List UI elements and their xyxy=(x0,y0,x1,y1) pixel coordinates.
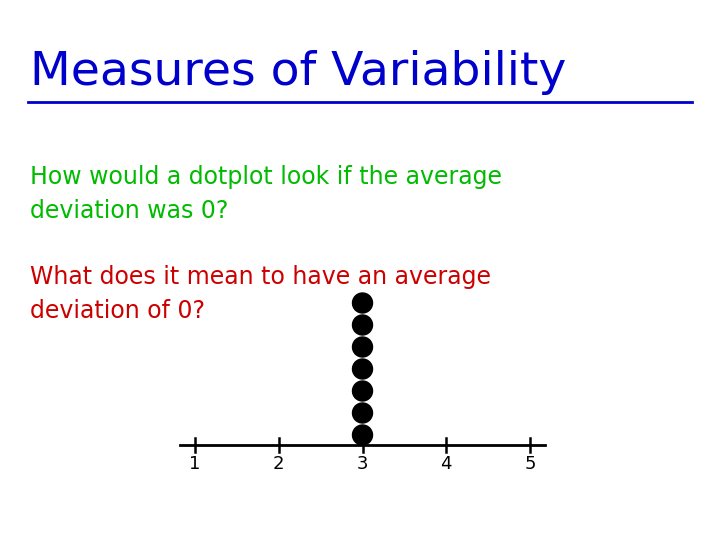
Text: 3: 3 xyxy=(356,455,368,473)
Circle shape xyxy=(353,381,372,401)
Text: 4: 4 xyxy=(441,455,452,473)
Circle shape xyxy=(353,315,372,335)
Circle shape xyxy=(353,359,372,379)
Text: What does it mean to have an average
deviation of 0?: What does it mean to have an average dev… xyxy=(30,265,491,322)
Circle shape xyxy=(353,293,372,313)
Text: 2: 2 xyxy=(273,455,284,473)
Circle shape xyxy=(353,403,372,423)
Text: How would a dotplot look if the average
deviation was 0?: How would a dotplot look if the average … xyxy=(30,165,502,222)
Text: Measures of Variability: Measures of Variability xyxy=(30,50,567,95)
Text: 5: 5 xyxy=(524,455,536,473)
Circle shape xyxy=(353,337,372,357)
Circle shape xyxy=(353,425,372,445)
Text: 1: 1 xyxy=(189,455,201,473)
